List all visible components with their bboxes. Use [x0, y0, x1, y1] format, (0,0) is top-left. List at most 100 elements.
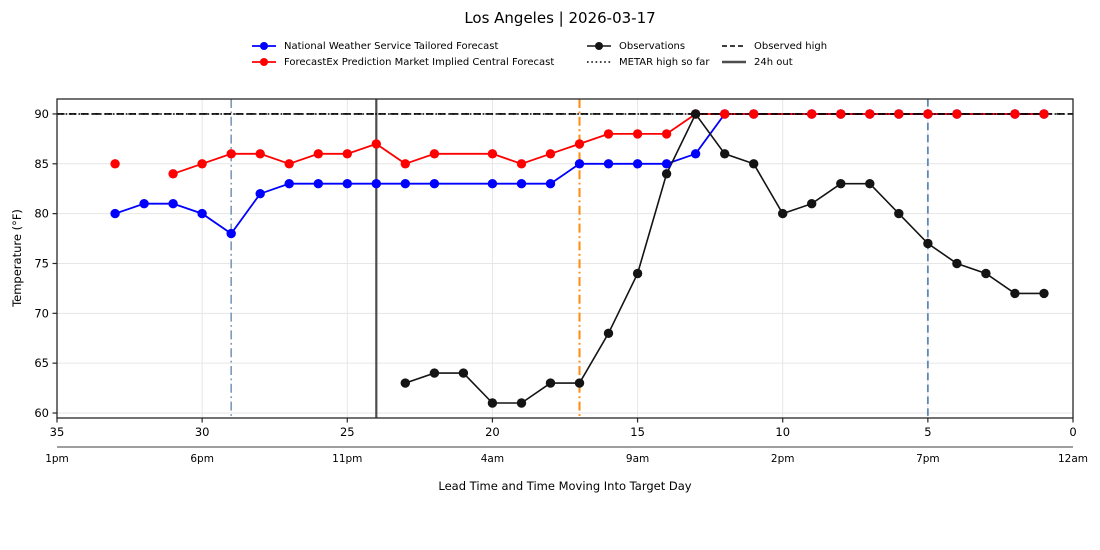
data-point	[429, 149, 440, 159]
legend-label-metar: METAR high so far	[619, 56, 710, 68]
x2-tick-label: 6pm	[190, 453, 214, 465]
data-point	[487, 179, 498, 189]
x-tick-label: 10	[775, 425, 790, 439]
data-point	[952, 109, 962, 119]
x-tick-label: 15	[630, 425, 645, 439]
plot-border	[56, 98, 1074, 419]
data-point	[284, 179, 294, 189]
y-tick-label: 65	[34, 356, 49, 370]
data-point	[574, 139, 585, 149]
data-point	[545, 378, 556, 388]
data-point	[255, 149, 265, 159]
x2-tick-label: 11pm	[332, 453, 362, 465]
data-point	[981, 268, 991, 279]
data-point	[807, 199, 817, 209]
y-tick-label: 80	[34, 207, 49, 221]
data-point	[807, 109, 817, 119]
data-point	[749, 159, 759, 169]
data-point	[661, 169, 672, 179]
data-point	[516, 179, 527, 189]
legend-item-observations: Observations	[585, 39, 685, 53]
data-point	[371, 179, 381, 189]
x-axis-label: Lead Time and Time Moving Into Target Da…	[438, 479, 692, 493]
data-point	[720, 149, 730, 159]
series-markers	[110, 109, 1049, 408]
legend: National Weather Service Tailored Foreca…	[0, 0, 1100, 80]
data-point	[661, 129, 672, 139]
y-tick-label: 60	[34, 406, 49, 420]
x-tick-label: 25	[340, 425, 355, 439]
data-point	[1039, 288, 1049, 299]
data-point	[603, 159, 614, 169]
data-point	[429, 368, 440, 378]
x-tick-label: 20	[485, 425, 500, 439]
data-point	[226, 149, 236, 159]
y-tick-label: 90	[34, 107, 49, 121]
x-tick-label: 5	[924, 425, 931, 439]
x2-tick-label: 4am	[481, 453, 504, 465]
data-point	[429, 179, 440, 189]
data-point	[197, 159, 207, 169]
data-point	[865, 109, 875, 119]
data-point	[545, 149, 556, 159]
data-point	[226, 228, 236, 239]
data-point	[400, 378, 410, 388]
data-point	[1010, 109, 1020, 119]
legend-label-24h-out: 24h out	[754, 56, 793, 68]
y-tick-label: 85	[34, 157, 49, 171]
data-point	[632, 268, 643, 279]
data-point	[284, 159, 294, 169]
legend-label-observed-high: Observed high	[754, 40, 828, 52]
data-point	[749, 109, 759, 119]
data-point	[690, 109, 701, 119]
dashed-line-marker-icon	[722, 45, 746, 47]
data-point	[139, 199, 149, 209]
legend-item-forecastex: ForecastEx Prediction Market Implied Cen…	[250, 55, 554, 69]
data-point	[516, 159, 527, 169]
data-point	[632, 129, 643, 139]
legend-label-forecastex: ForecastEx Prediction Market Implied Cen…	[284, 56, 555, 68]
data-point	[661, 159, 672, 169]
legend-item-24h-out: 24h out	[720, 55, 793, 69]
data-point	[168, 169, 178, 179]
data-point	[865, 179, 875, 189]
data-point	[574, 378, 585, 388]
chart-title: Los Angeles | 2026-03-17	[464, 9, 656, 27]
data-point	[545, 179, 556, 189]
data-point	[894, 109, 904, 119]
data-point	[952, 258, 962, 269]
x2-tick-label: 2pm	[771, 453, 795, 465]
x2-tick-label: 7pm	[916, 453, 940, 465]
data-point	[720, 109, 730, 119]
gridlines	[56, 99, 1074, 418]
data-point	[894, 208, 904, 219]
data-point	[313, 149, 323, 159]
y-axis-label: Temperature (°F)	[10, 209, 24, 307]
x2-tick-label: 9am	[626, 453, 649, 465]
data-point	[836, 109, 846, 119]
x-tick-label: 0	[1069, 425, 1076, 439]
y-tick-label: 70	[34, 306, 49, 320]
line-dot-marker-black-icon	[587, 42, 611, 50]
legend-label-observations: Observations	[619, 40, 686, 52]
line-dot-marker-red-icon	[252, 58, 276, 66]
axis-ticks-and-labels: 35 1pm 30 6pm 25 11pm 20 4am 15 9am 10 2pm 5 7pm 0 12am…	[34, 107, 1088, 465]
data-point	[516, 398, 527, 408]
data-point	[400, 179, 410, 189]
data-point	[342, 149, 352, 159]
data-point	[487, 149, 498, 159]
data-point	[923, 109, 933, 119]
legend-item-nws: National Weather Service Tailored Foreca…	[250, 39, 498, 53]
data-point	[197, 208, 207, 219]
y-tick-label: 75	[34, 256, 49, 270]
dotted-line-marker-icon	[587, 61, 611, 63]
x-tick-label: 35	[50, 425, 65, 439]
data-point	[836, 179, 846, 189]
data-point	[255, 189, 265, 199]
data-point	[778, 208, 788, 219]
data-point	[923, 238, 933, 249]
vertical-reference-lines	[230, 99, 929, 418]
data-point	[487, 398, 498, 408]
data-point	[168, 199, 178, 209]
